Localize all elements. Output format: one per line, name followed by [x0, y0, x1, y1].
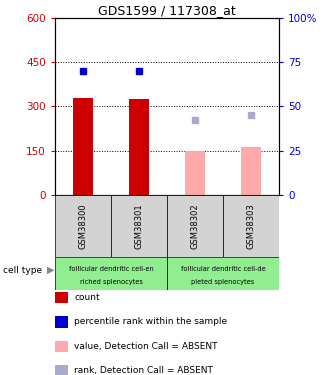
Text: GSM38303: GSM38303	[247, 203, 255, 249]
Text: ▶: ▶	[48, 265, 55, 275]
Bar	[167, 195, 223, 257]
Bar	[55, 257, 167, 290]
Text: rank, Detection Call = ABSENT: rank, Detection Call = ABSENT	[74, 366, 213, 375]
Bar	[55, 195, 111, 257]
Bar	[111, 195, 167, 257]
Title: GDS1599 / 117308_at: GDS1599 / 117308_at	[98, 4, 236, 17]
Bar	[73, 98, 93, 195]
Text: cell type: cell type	[3, 266, 43, 275]
Text: count: count	[74, 293, 100, 302]
Bar	[241, 147, 261, 195]
Bar	[167, 257, 279, 290]
Bar	[223, 195, 279, 257]
Bar	[185, 151, 205, 195]
Text: value, Detection Call = ABSENT: value, Detection Call = ABSENT	[74, 342, 218, 351]
Text: pleted splenocytes: pleted splenocytes	[191, 279, 255, 285]
Text: riched splenocytes: riched splenocytes	[80, 279, 143, 285]
Text: GSM38301: GSM38301	[135, 203, 144, 249]
Text: GSM38302: GSM38302	[190, 203, 200, 249]
Text: percentile rank within the sample: percentile rank within the sample	[74, 317, 227, 326]
Text: follicular dendritic cell-de: follicular dendritic cell-de	[181, 266, 265, 272]
Bar	[129, 99, 149, 195]
Text: follicular dendritic cell-en: follicular dendritic cell-en	[69, 266, 153, 272]
Text: GSM38300: GSM38300	[79, 203, 87, 249]
